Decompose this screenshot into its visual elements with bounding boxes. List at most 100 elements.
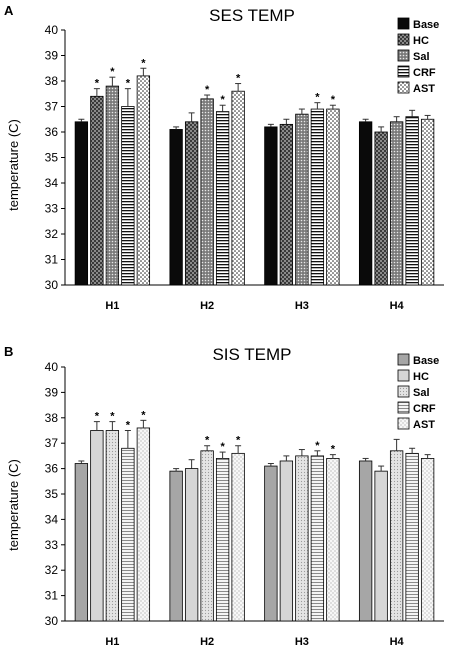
significance-marker: * <box>331 94 336 106</box>
significance-marker: * <box>95 411 100 423</box>
y-tick-label: 34 <box>45 512 59 526</box>
bar-ast-h3 <box>326 458 340 622</box>
bar-sal-h4 <box>389 121 404 286</box>
bar-crf-h2 <box>215 458 230 622</box>
legend-label-base: Base <box>413 355 439 367</box>
bar-base-h1 <box>74 463 89 622</box>
y-tick-label: 34 <box>45 176 59 190</box>
chart-title-a: SES TEMP <box>209 6 295 25</box>
legend-swatch-ast <box>397 81 410 94</box>
y-tick-label: 38 <box>45 74 59 88</box>
bar-hc-h2 <box>184 121 199 286</box>
legend-label-crf: CRF <box>413 403 436 415</box>
bar-hc-h1 <box>90 95 104 286</box>
legend-swatch-hc <box>397 33 410 46</box>
y-tick-label: 30 <box>45 614 59 628</box>
bar-crf-h3 <box>310 455 325 622</box>
significance-marker: * <box>315 92 320 104</box>
bar-crf-h1 <box>121 106 135 286</box>
bar-hc-h4 <box>374 470 388 622</box>
bar-sal-h1 <box>105 85 120 286</box>
chart-title-b: SIS TEMP <box>212 345 291 364</box>
legend-label-crf: CRF <box>413 67 436 79</box>
bar-ast-h4 <box>420 118 435 286</box>
bar-sal-h2 <box>200 98 214 286</box>
bar-sal-h3 <box>295 455 309 622</box>
bar-base-h3 <box>264 465 278 622</box>
bar-crf-h4 <box>405 452 419 622</box>
y-tick-label: 36 <box>45 125 59 139</box>
y-axis-label-b: temperature (C) <box>6 459 21 551</box>
bar-ast-h4 <box>420 458 435 622</box>
legend-label-hc: HC <box>413 35 429 47</box>
bar-ast-h3 <box>326 108 340 286</box>
legend-swatch-hc <box>397 369 410 382</box>
x-category-label: H3 <box>295 636 309 648</box>
bar-ast-h1 <box>136 75 151 286</box>
legend-label-sal: Sal <box>413 51 430 63</box>
bar-sal-h4 <box>389 450 404 622</box>
legend-swatch-base <box>397 353 410 366</box>
y-tick-label: 39 <box>45 49 59 63</box>
significance-marker: * <box>331 444 336 456</box>
bar-ast-h2 <box>231 452 245 622</box>
x-category-label: H1 <box>105 636 119 648</box>
significance-marker: * <box>110 411 115 423</box>
panel-b: B SIS TEMP temperature (C) 3031323334353… <box>4 344 444 648</box>
bar-ast-h2 <box>231 90 245 286</box>
y-tick-label: 32 <box>45 563 59 577</box>
y-tick-label: 37 <box>45 100 59 114</box>
bar-base-h2 <box>169 470 183 622</box>
y-tick-label: 35 <box>45 487 59 501</box>
y-tick-label: 32 <box>45 227 59 241</box>
bar-ast-h1 <box>136 427 151 622</box>
bar-base-h1 <box>74 121 89 286</box>
legend-a: Base HC Sal CRF AST <box>397 17 439 95</box>
y-tick-label: 30 <box>45 278 59 292</box>
bar-hc-h4 <box>374 131 388 286</box>
significance-marker: * <box>141 57 146 69</box>
y-tick-label: 38 <box>45 411 59 425</box>
significance-marker: * <box>220 441 225 453</box>
legend-label-sal: Sal <box>413 387 430 399</box>
significance-marker: * <box>126 420 131 432</box>
significance-marker: * <box>236 73 241 85</box>
bar-base-h3 <box>264 126 278 286</box>
bar-crf-h2 <box>215 111 230 286</box>
x-category-label: H2 <box>200 636 214 648</box>
bar-base-h4 <box>358 460 373 622</box>
bar-sal-h1 <box>105 430 120 622</box>
significance-marker: * <box>236 435 241 447</box>
plot-area-a: 30 31 32 33 34 35 36 37 38 39 40 * * * * H1 * * * H2 * * H3 H4 <box>45 23 444 312</box>
legend-swatch-base <box>397 17 410 30</box>
panel-label-b: B <box>4 344 13 359</box>
bar-base-h4 <box>358 121 373 286</box>
y-tick-label: 40 <box>45 360 59 374</box>
plot-area-b: 30 31 32 33 34 35 36 37 38 39 40 * * * * H1 * * * H2 * * H3 H4 <box>45 360 444 648</box>
bar-base-h2 <box>169 129 183 286</box>
bar-crf-h1 <box>121 447 135 622</box>
legend-b: Base HC Sal CRF AST <box>397 353 439 431</box>
significance-marker: * <box>205 84 210 96</box>
bar-hc-h1 <box>90 430 104 622</box>
legend-swatch-sal <box>397 385 410 398</box>
y-tick-label: 37 <box>45 436 59 450</box>
y-tick-label: 31 <box>45 589 59 603</box>
bar-crf-h3 <box>310 108 325 286</box>
legend-label-base: Base <box>413 19 439 31</box>
significance-marker: * <box>205 435 210 447</box>
significance-marker: * <box>110 66 115 78</box>
legend-label-hc: HC <box>413 371 429 383</box>
x-category-label: H2 <box>200 300 214 312</box>
legend-swatch-ast <box>397 417 410 430</box>
y-tick-label: 33 <box>45 202 59 216</box>
bar-crf-h4 <box>405 116 419 286</box>
y-axis-label-a: temperature (C) <box>6 119 21 211</box>
y-tick-label: 39 <box>45 385 59 399</box>
bar-sal-h2 <box>200 450 214 622</box>
bar-hc-h3 <box>279 123 294 286</box>
y-tick-label: 40 <box>45 23 59 37</box>
x-category-label: H1 <box>105 300 119 312</box>
y-tick-label: 31 <box>45 253 59 267</box>
